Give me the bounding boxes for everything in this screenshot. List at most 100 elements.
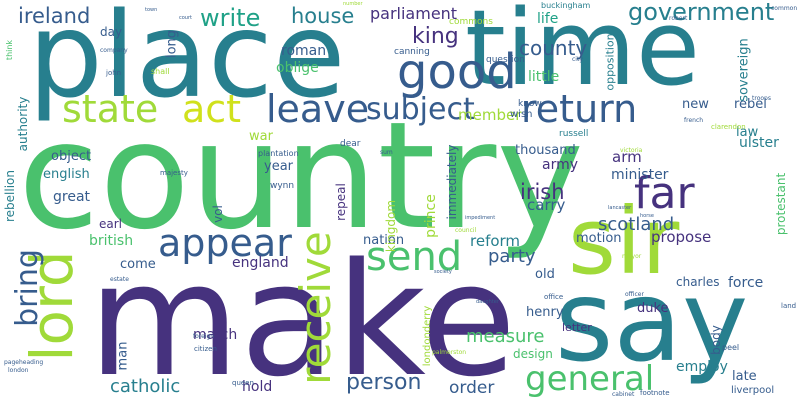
word-catholic: catholic bbox=[110, 376, 181, 397]
word-send: send bbox=[366, 234, 463, 280]
word-robert: robert bbox=[669, 15, 688, 22]
word-company: company bbox=[100, 47, 128, 54]
word-irish: irish bbox=[520, 180, 565, 204]
word-queen: queen bbox=[232, 379, 254, 387]
word-county: county bbox=[519, 36, 588, 60]
word-general: general bbox=[525, 359, 655, 399]
word-act: act bbox=[182, 87, 242, 131]
word-appear: appear bbox=[158, 221, 292, 265]
word-year: year bbox=[264, 159, 294, 174]
word-minister: minister bbox=[611, 167, 669, 183]
word-government: government bbox=[628, 0, 775, 26]
word-good: good bbox=[397, 44, 517, 100]
word-write: write bbox=[200, 4, 261, 32]
word-canning: canning bbox=[394, 47, 430, 57]
word-opposition: opposition bbox=[603, 33, 617, 91]
word-employ: employ bbox=[676, 359, 728, 375]
word-impediment: impediment bbox=[465, 215, 496, 221]
word-wish: wish bbox=[510, 109, 533, 120]
word-prince: prince bbox=[423, 194, 439, 238]
word-think: think bbox=[5, 39, 14, 61]
word-daughter: daughter bbox=[476, 299, 499, 305]
word-foreign: foreign bbox=[193, 333, 215, 340]
word-country: country bbox=[18, 90, 584, 262]
word-lancaster: lancaster bbox=[608, 205, 632, 211]
word-order: order bbox=[449, 378, 495, 398]
word-english: english bbox=[43, 167, 90, 182]
word-king: king bbox=[412, 24, 459, 49]
word-army: army bbox=[542, 157, 579, 173]
word-russell: russell bbox=[559, 129, 589, 139]
word-scotland: scotland bbox=[598, 214, 675, 235]
word-british: british bbox=[89, 233, 134, 249]
word-liverpool: liverpool bbox=[731, 385, 775, 396]
word-buckingham: buckingham bbox=[541, 1, 591, 10]
word-repeal: repeal bbox=[334, 183, 348, 221]
word-propose: propose bbox=[651, 228, 712, 246]
word-new: new bbox=[682, 97, 709, 112]
word-great: great bbox=[53, 189, 91, 205]
word-dear: dear bbox=[340, 139, 361, 149]
word-roman: roman bbox=[281, 43, 327, 59]
word-london: london bbox=[8, 367, 29, 374]
word-party: party bbox=[488, 246, 536, 267]
word-charles: charles bbox=[676, 275, 720, 289]
word-return: return bbox=[521, 87, 638, 131]
word-officer: officer bbox=[625, 291, 644, 298]
word-shall: shall bbox=[151, 67, 170, 76]
word-know: know bbox=[518, 99, 542, 109]
word-citizen: citizen bbox=[194, 345, 217, 353]
word-common: common bbox=[771, 5, 798, 12]
word-hold: hold bbox=[242, 379, 273, 395]
word-thousand: thousand bbox=[515, 143, 576, 158]
word-motion: motion bbox=[576, 231, 622, 246]
word-bring: bring bbox=[10, 249, 45, 327]
word-ulster: ulster bbox=[739, 135, 779, 151]
word-number: number bbox=[343, 1, 363, 7]
word-immediately: immediately bbox=[445, 144, 459, 220]
word-place: place bbox=[28, 0, 346, 124]
word-kingdom: kingdom bbox=[384, 199, 398, 253]
word-horse: horse bbox=[640, 213, 654, 219]
word-force: force bbox=[728, 275, 764, 291]
word-victoria: victoria bbox=[620, 147, 643, 154]
word-land: land bbox=[781, 302, 797, 310]
word-day: day bbox=[100, 25, 123, 39]
word-person: person bbox=[346, 370, 422, 395]
word-vol: vol bbox=[211, 205, 225, 223]
word-duke: duke bbox=[637, 301, 669, 316]
word-little: little bbox=[528, 69, 560, 85]
word-arm: arm bbox=[612, 148, 642, 166]
word-majesty: majesty bbox=[160, 169, 188, 177]
word-life: life bbox=[537, 11, 559, 27]
word-troops: troops bbox=[752, 95, 771, 102]
word-city: city bbox=[572, 56, 583, 63]
word-far: far bbox=[634, 168, 695, 219]
word-society: society bbox=[434, 269, 452, 275]
word-make: make bbox=[88, 229, 517, 400]
word-england: england bbox=[232, 255, 289, 271]
word-french: french bbox=[684, 117, 704, 124]
word-peel: peel bbox=[722, 343, 740, 352]
word-clarendon: clarendon bbox=[711, 123, 746, 131]
word-pageheading: pageheading bbox=[4, 359, 44, 366]
word-house: house bbox=[291, 4, 355, 28]
word-measure: measure bbox=[466, 326, 545, 347]
word-ireland: ireland bbox=[18, 4, 91, 28]
word-receive: receive bbox=[291, 231, 340, 385]
word-law: law bbox=[736, 125, 759, 140]
word-rebel: rebel bbox=[734, 97, 767, 112]
word-mayor: mayor bbox=[622, 253, 642, 260]
word-member: member bbox=[458, 106, 522, 124]
word-cabinet: cabinet bbox=[612, 391, 635, 398]
word-late: late bbox=[732, 369, 757, 384]
word-henry: henry bbox=[526, 305, 564, 320]
word-palmerston: palmerston bbox=[432, 349, 467, 356]
word-commons: commons bbox=[449, 17, 493, 27]
word-war: war bbox=[249, 129, 273, 144]
word-come: come bbox=[120, 257, 156, 272]
word-estate: estate bbox=[110, 276, 129, 283]
word-carry: carry bbox=[527, 196, 566, 214]
word-john: john bbox=[106, 69, 122, 77]
